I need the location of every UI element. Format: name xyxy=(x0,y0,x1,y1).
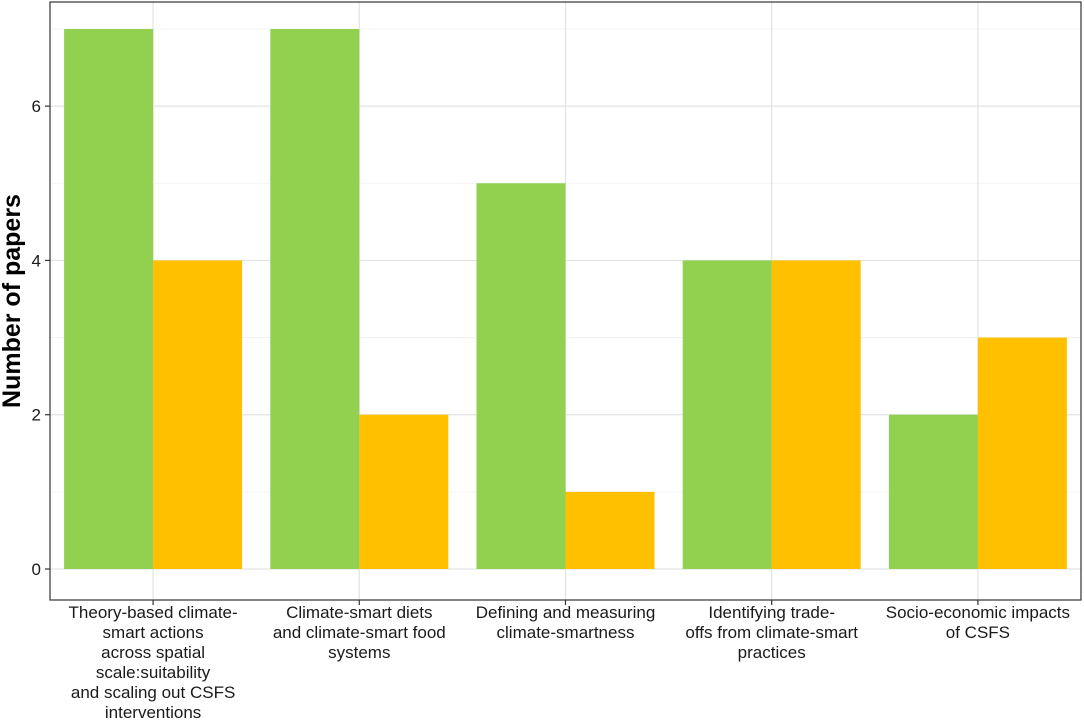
bar-series-green-1 xyxy=(64,29,154,569)
x-tick-label-line: smart actions xyxy=(102,623,204,642)
bar-series-green-4 xyxy=(682,260,772,569)
x-tick-label: Defining and measuring climate-smartness xyxy=(466,603,666,643)
x-tick-label-line: and climate-smart food xyxy=(272,623,446,642)
x-tick-label-line: climate-smartness xyxy=(496,623,635,642)
bar-series-green-3 xyxy=(476,183,566,570)
x-tick-label-line: and scaling out CSFS xyxy=(70,683,236,702)
x-tick-label-line: of CSFS xyxy=(945,623,1011,642)
x-tick-label-line: systems xyxy=(328,643,391,662)
x-tick-label-line: Climate-smart diets xyxy=(286,603,433,622)
x-tick-label-line: across spatial xyxy=(101,643,206,662)
x-tick-label-line: Theory-based climate- xyxy=(68,603,238,622)
bar-series-green-5 xyxy=(888,414,978,569)
x-tick-label: Climate-smart diets and climate-smart foo… xyxy=(259,603,459,663)
x-tick-label-line: Socio-economic impacts xyxy=(885,603,1071,622)
bar-series-orange-3 xyxy=(565,491,655,569)
x-tick-label-line: practices xyxy=(737,643,806,662)
bars xyxy=(64,29,1067,570)
bar-series-orange-2 xyxy=(359,414,449,569)
bar-series-orange-4 xyxy=(771,260,861,569)
bar-series-orange-1 xyxy=(153,260,243,569)
x-tick-label: Theory-based climate-smart actions across… xyxy=(53,603,253,723)
x-tick-label: Identifying trade-offs from climate-smar… xyxy=(672,603,872,663)
y-tick-label: 2 xyxy=(32,406,41,425)
y-axis-label: Number of papers xyxy=(0,194,26,408)
y-tick-label: 4 xyxy=(32,251,41,270)
x-tick-label-line: scale:suitability xyxy=(95,663,211,682)
bar-series-orange-5 xyxy=(977,337,1067,569)
x-tick-label-line: Identifying trade- xyxy=(708,603,835,622)
bar-series-green-2 xyxy=(270,29,360,569)
x-tick-label-line: Defining and measuring xyxy=(475,603,656,622)
y-tick-label: 6 xyxy=(32,97,41,116)
y-axis: 0 2 4 6 xyxy=(32,97,979,605)
y-tick-label: 0 xyxy=(32,560,41,579)
x-tick-label: Socio-economic impacts of CSFS xyxy=(878,603,1078,643)
x-tick-label-line: interventions xyxy=(104,703,202,722)
x-tick-label-line: offs from climate-smart xyxy=(685,623,858,642)
